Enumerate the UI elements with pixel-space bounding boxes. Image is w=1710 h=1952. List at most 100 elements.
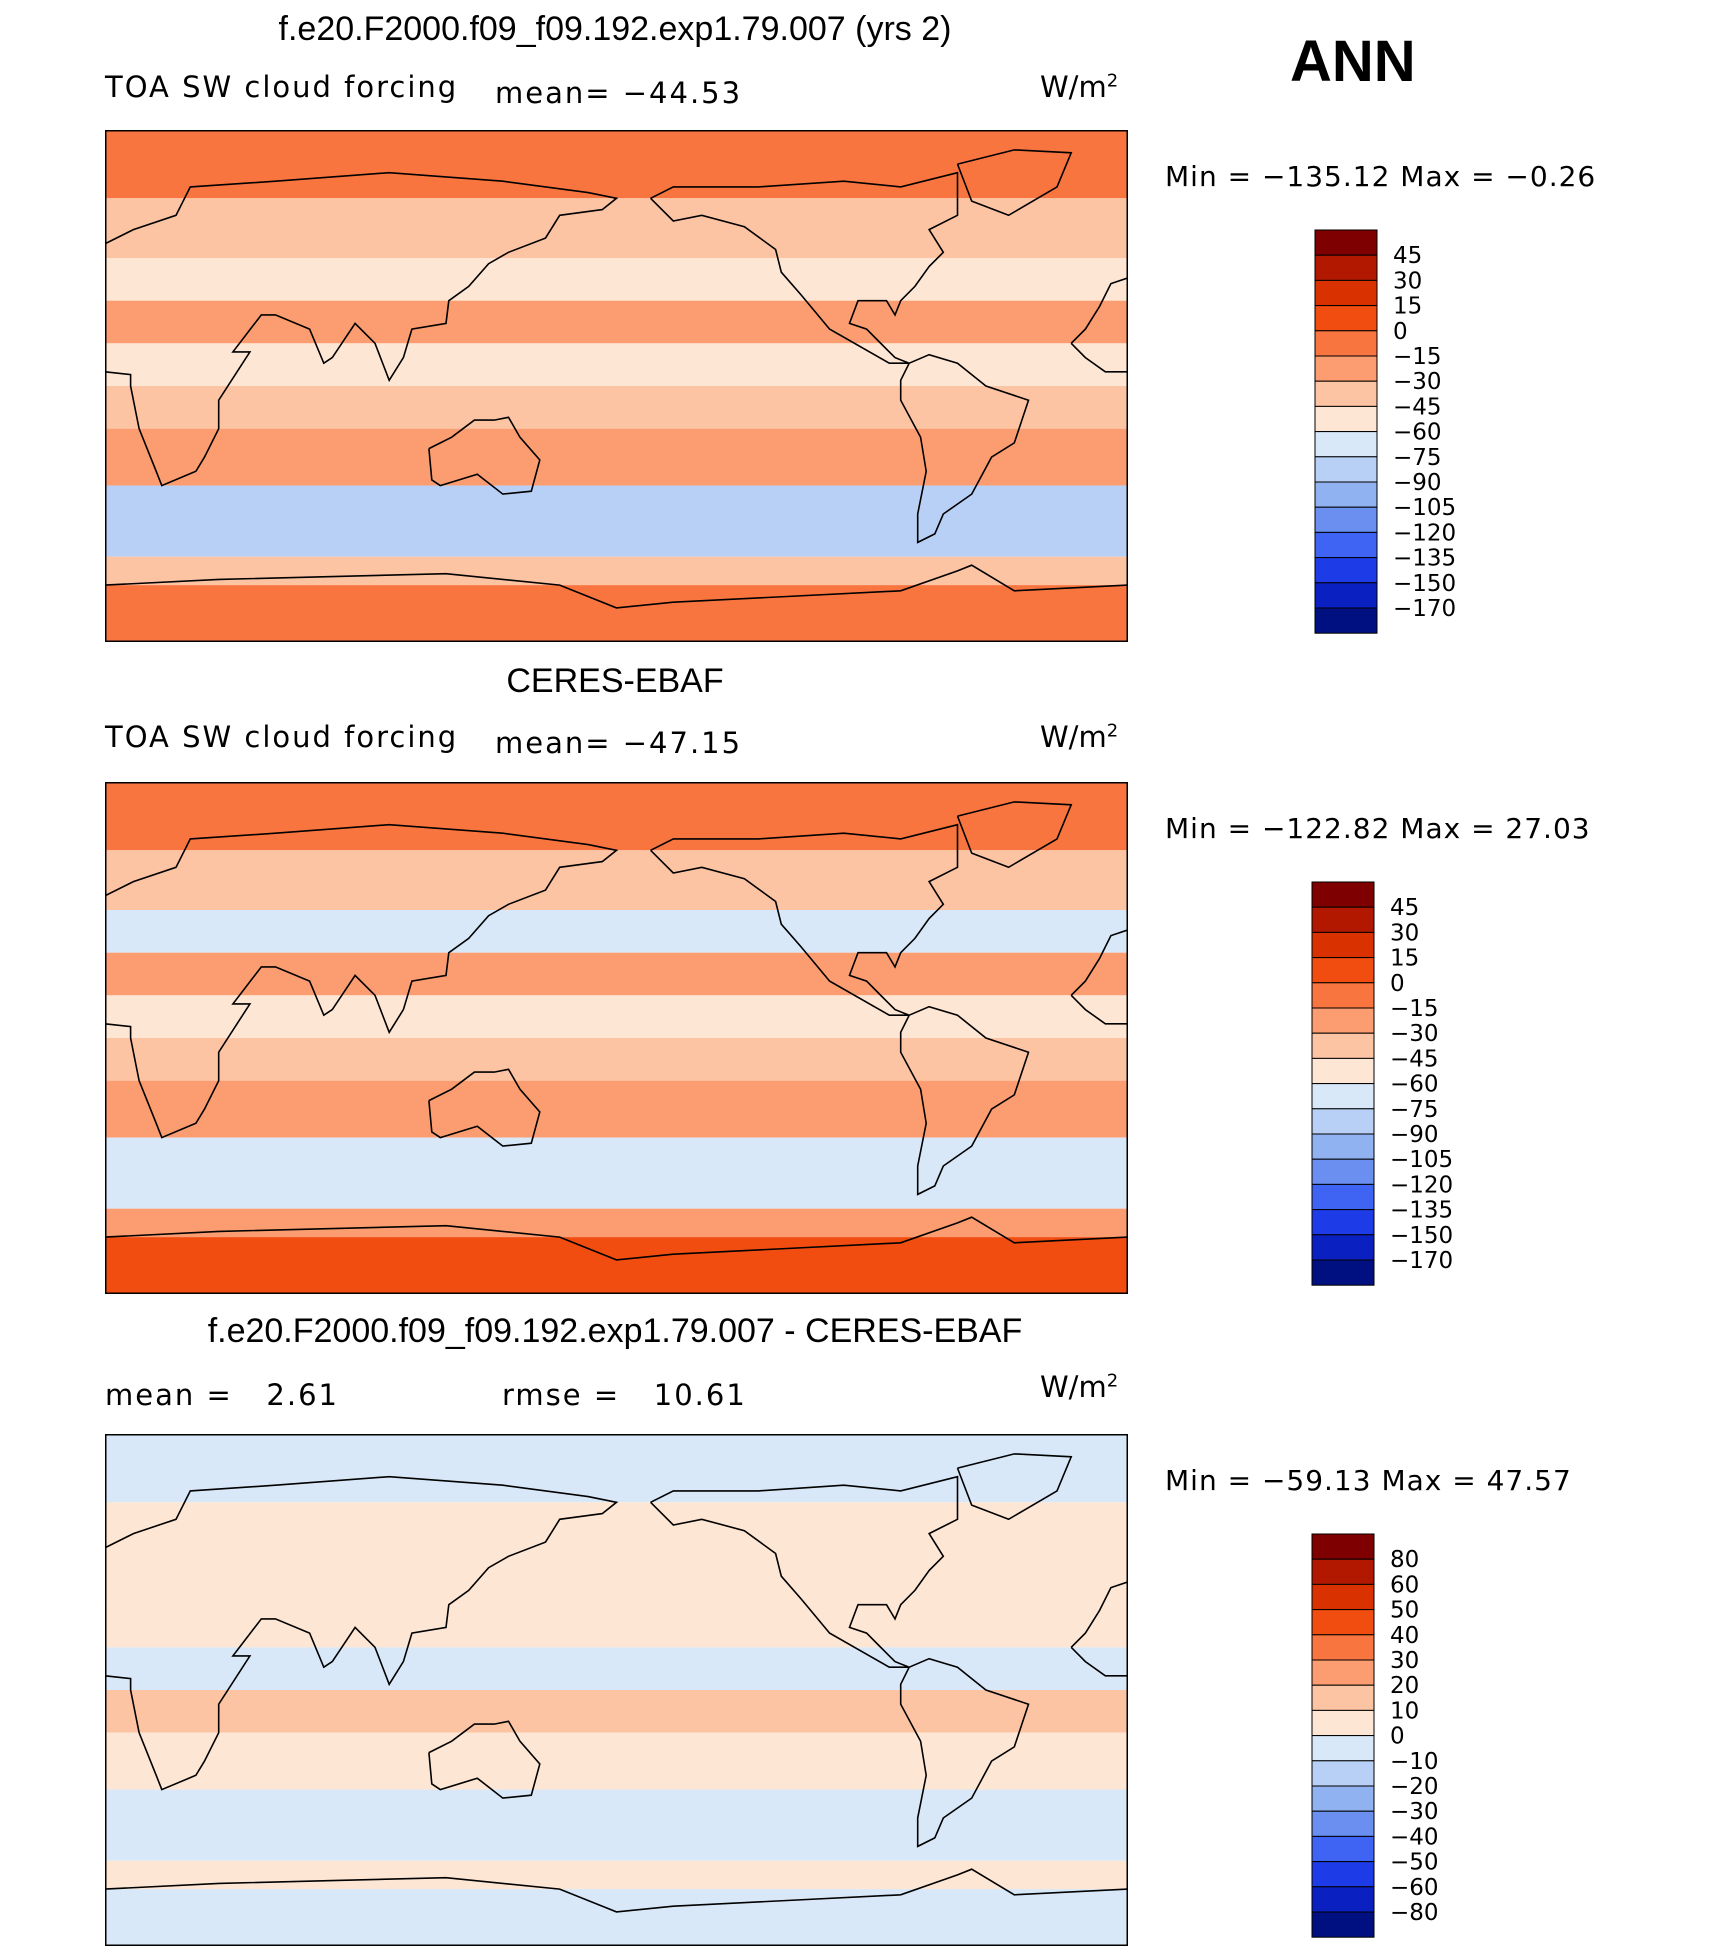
colorbar-tick-label: 0 [1390, 1724, 1405, 1750]
colorbar-box [1311, 1032, 1375, 1059]
coastline [1070, 929, 1128, 1025]
colorbar-box [1311, 1259, 1375, 1286]
colorbar-tick-label: −120 [1393, 520, 1456, 546]
panel-3-title: f.e20.F2000.f09_f09.192.exp1.79.007 - CE… [207, 1312, 1023, 1350]
colorbar-box [1311, 1583, 1375, 1611]
colorbar-box [1311, 1609, 1375, 1636]
colorbar-tick-label: −135 [1390, 1198, 1453, 1224]
coastline [899, 1005, 1030, 1196]
colorbar-box [1311, 1183, 1375, 1211]
colorbar-box [1311, 1785, 1375, 1812]
panel-2-title: CERES-EBAF [506, 662, 724, 700]
coastline [956, 801, 1073, 869]
colorbar-box [1311, 1007, 1375, 1034]
field-band [105, 485, 1128, 557]
field-band [105, 1562, 1128, 1605]
colorbar-tick-label: 45 [1390, 895, 1419, 921]
colorbar-tick-label: 0 [1390, 971, 1405, 997]
field-band [105, 556, 1128, 586]
colorbar-tick-label: −120 [1390, 1172, 1453, 1198]
field-band [105, 198, 1128, 258]
field-band [105, 1434, 1128, 1503]
colorbar-box [1314, 254, 1378, 281]
panel-2-min-max: Min = −122.82 Max = 27.03 [1165, 812, 1591, 845]
panel-3-min-max: Min = −59.13 Max = 47.57 [1165, 1464, 1572, 1497]
colorbar-box [1311, 1684, 1375, 1711]
field-band [105, 995, 1128, 1038]
colorbar-tick-label: 60 [1390, 1572, 1419, 1598]
colorbar-box [1314, 607, 1378, 634]
coastline [899, 1657, 1030, 1848]
colorbar-tick-label: −30 [1390, 1021, 1439, 1047]
colorbar-box [1311, 1083, 1375, 1110]
colorbar-box [1311, 1634, 1375, 1661]
field-band [105, 1080, 1128, 1138]
colorbar-box [1311, 1709, 1375, 1737]
colorbar-tick-label: −15 [1390, 996, 1439, 1022]
panel-1-colorbar: 45 30 15 0 −15 −30 −45 −60 −75 −90 −105 −120 −135 −15… [1314, 229, 1475, 634]
field-band [105, 1137, 1128, 1209]
coastline [650, 823, 959, 1016]
colorbar-tick-label: −10 [1390, 1749, 1439, 1775]
colorbar-tick-label: 30 [1390, 1648, 1419, 1674]
colorbar-tick-label: −20 [1390, 1774, 1439, 1800]
colorbar-tick-label: −40 [1390, 1824, 1439, 1850]
colorbar-tick-label: −105 [1393, 495, 1456, 521]
coastline [105, 564, 1128, 609]
colorbar-tick-label: −15 [1393, 344, 1442, 370]
coastline [105, 1868, 1128, 1913]
coastline [899, 353, 1030, 544]
panel-3-colorbar: 80 60 50 40 30 20 10 0 −10 −20 −30 −40 −50 −60 −80 [1311, 1533, 1472, 1938]
field-band [105, 1789, 1128, 1861]
colorbar-box [1314, 481, 1378, 508]
colorbar-box [1314, 582, 1378, 609]
panel-1-mean: mean= −44.53 [495, 76, 743, 110]
colorbar-box [1311, 1810, 1375, 1837]
colorbar-tick-label: −170 [1390, 1248, 1453, 1274]
coastline [956, 149, 1073, 217]
colorbar-tick-label: 50 [1390, 1598, 1419, 1624]
colorbar-tick-label: −75 [1390, 1097, 1439, 1123]
panel-1-units: W/m2 [1040, 70, 1119, 104]
panel-1-min-max: Min = −135.12 Max = −0.26 [1165, 160, 1597, 193]
colorbar-box [1314, 531, 1378, 559]
field-band [105, 1690, 1128, 1733]
field-band [105, 1647, 1128, 1690]
colorbar-tick-label: 15 [1390, 946, 1419, 972]
coastline [105, 171, 619, 487]
colorbar-tick-label: −150 [1390, 1223, 1453, 1249]
colorbar-tick-label: 15 [1393, 294, 1422, 320]
colorbar-tick-label: 45 [1393, 243, 1422, 269]
field-band [105, 952, 1128, 996]
field-band [105, 1237, 1128, 1294]
colorbar-box [1314, 506, 1378, 533]
map-frame [105, 1434, 1128, 1946]
colorbar-box [1311, 1234, 1375, 1261]
panel-2-units: W/m2 [1040, 720, 1119, 754]
colorbar-box [1311, 1659, 1375, 1686]
panel-2-mean: mean= −47.15 [495, 726, 743, 760]
colorbar-tick-label: −75 [1393, 445, 1442, 471]
coastline [428, 1068, 541, 1147]
colorbar-box [1311, 1209, 1375, 1236]
colorbar-tick-label: −45 [1390, 1046, 1439, 1072]
colorbar-tick-label: 40 [1390, 1623, 1419, 1649]
field-band [105, 1732, 1128, 1790]
colorbar-box [1314, 355, 1378, 382]
field-band [105, 782, 1128, 851]
colorbar-tick-label: −50 [1390, 1850, 1439, 1876]
colorbar-box [1311, 1835, 1375, 1863]
colorbar-tick-label: 20 [1390, 1673, 1419, 1699]
colorbar-box [1311, 1133, 1375, 1160]
panel-3-mean: mean = 2.61 [105, 1378, 339, 1412]
field-band [105, 1889, 1128, 1946]
colorbar-tick-label: 10 [1390, 1698, 1419, 1724]
colorbar-box [1311, 1735, 1375, 1762]
colorbar-box [1314, 305, 1378, 332]
field-band [105, 1038, 1128, 1081]
field-band [105, 1502, 1128, 1562]
field-band [105, 910, 1128, 953]
colorbar-tick-label: −80 [1390, 1900, 1439, 1926]
colorbar-tick-label: −105 [1390, 1147, 1453, 1173]
colorbar-box [1311, 1886, 1375, 1913]
